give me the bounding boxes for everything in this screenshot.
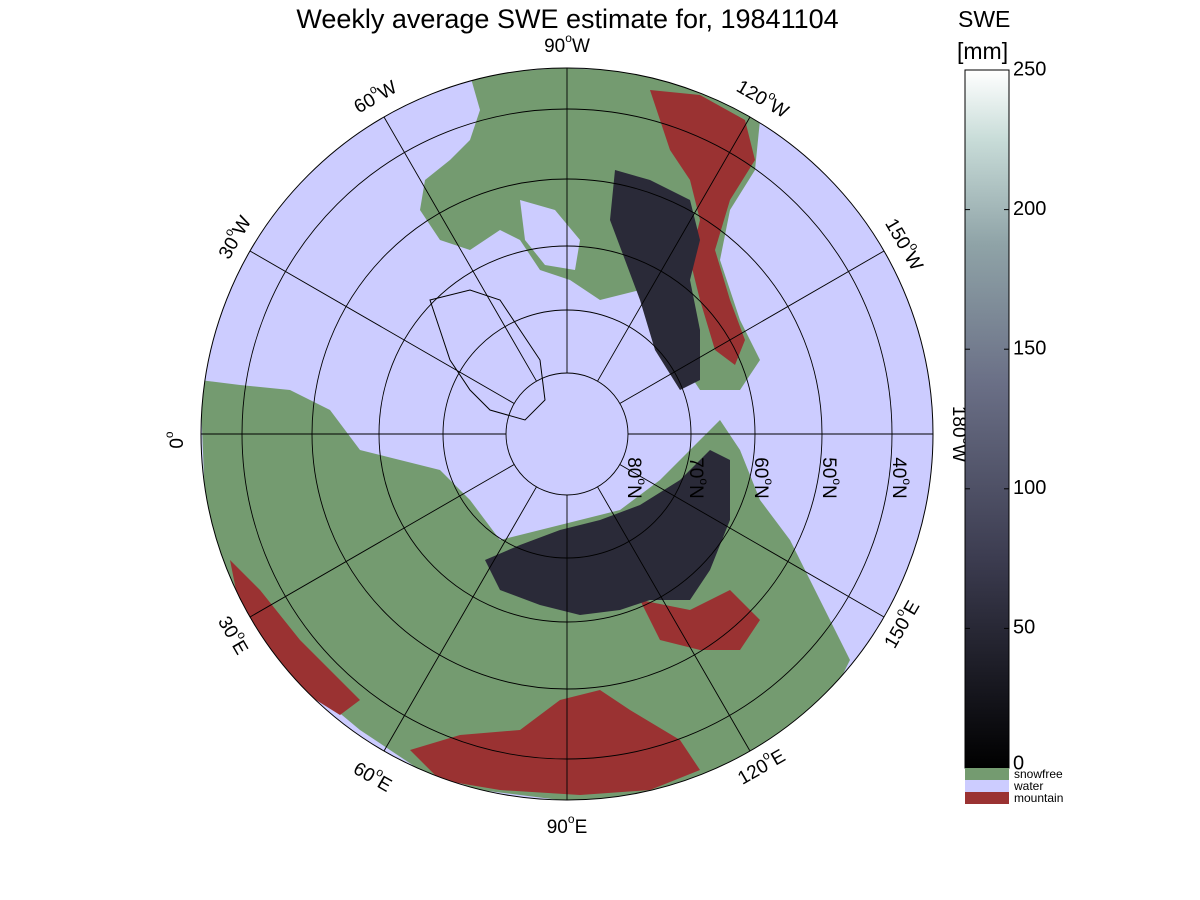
latitude-labels: 80oN 70oN 60oN 50oN 40oN <box>623 457 914 499</box>
colorbar-ticks: 0 50 100 150 200 250 <box>965 58 1046 774</box>
graticule <box>201 68 933 800</box>
latitude-label-70n: 70oN <box>685 457 711 499</box>
colorbar-gradient <box>964 69 1010 769</box>
map-disc <box>201 68 933 800</box>
mountain-east-siberia <box>640 590 760 650</box>
legend-swatch-snowfree <box>965 768 1009 780</box>
map-border <box>200 67 934 801</box>
colorbar-tick-label: 100 <box>1013 477 1046 499</box>
mountain-eurasia-south <box>410 690 700 795</box>
longitude-label-60w: 60oW <box>348 73 401 118</box>
colorbar-tick-label: 200 <box>1013 198 1046 220</box>
colorbar-tick-label: 0 <box>1013 752 1024 774</box>
latitude-label-60n: 60oN <box>750 457 776 499</box>
longitude-label-90w: 90oW <box>544 31 590 57</box>
longitude-label-0: 0o <box>162 431 188 449</box>
snow-siberia <box>485 450 730 615</box>
longitude-label-30e: 30oE <box>213 611 256 659</box>
legend-swatch-mountain <box>965 792 1009 804</box>
latitude-label-40n: 40oN <box>888 457 914 499</box>
colorbar-tick-label: 150 <box>1013 337 1046 359</box>
map-title: Weekly average SWE estimate for, 1984110… <box>296 4 839 34</box>
colorbar-label-swe: SWE <box>958 6 1011 32</box>
legend-label-water: water <box>1013 779 1043 793</box>
snow-north-america <box>610 170 700 390</box>
legend-label-snowfree: snowfree <box>1014 767 1063 781</box>
colorbar-tick-label: 250 <box>1013 58 1046 80</box>
mountain-eurasia-west <box>230 560 360 715</box>
legend-swatch-water <box>965 780 1009 792</box>
longitude-label-60e: 60oE <box>349 754 397 797</box>
mountain-rockies <box>650 90 755 365</box>
greenland-outline <box>429 289 546 421</box>
latitude-label-50n: 50oN <box>818 457 844 499</box>
longitude-label-90e: 90oE <box>547 812 588 838</box>
latitude-label-80n: 80oN <box>623 457 649 499</box>
colorbar-label-unit: [mm] <box>957 38 1009 64</box>
hudson-bay <box>520 200 580 270</box>
legend-label-mountain: mountain <box>1014 791 1063 805</box>
colorbar-tick-label: 50 <box>1013 617 1035 639</box>
